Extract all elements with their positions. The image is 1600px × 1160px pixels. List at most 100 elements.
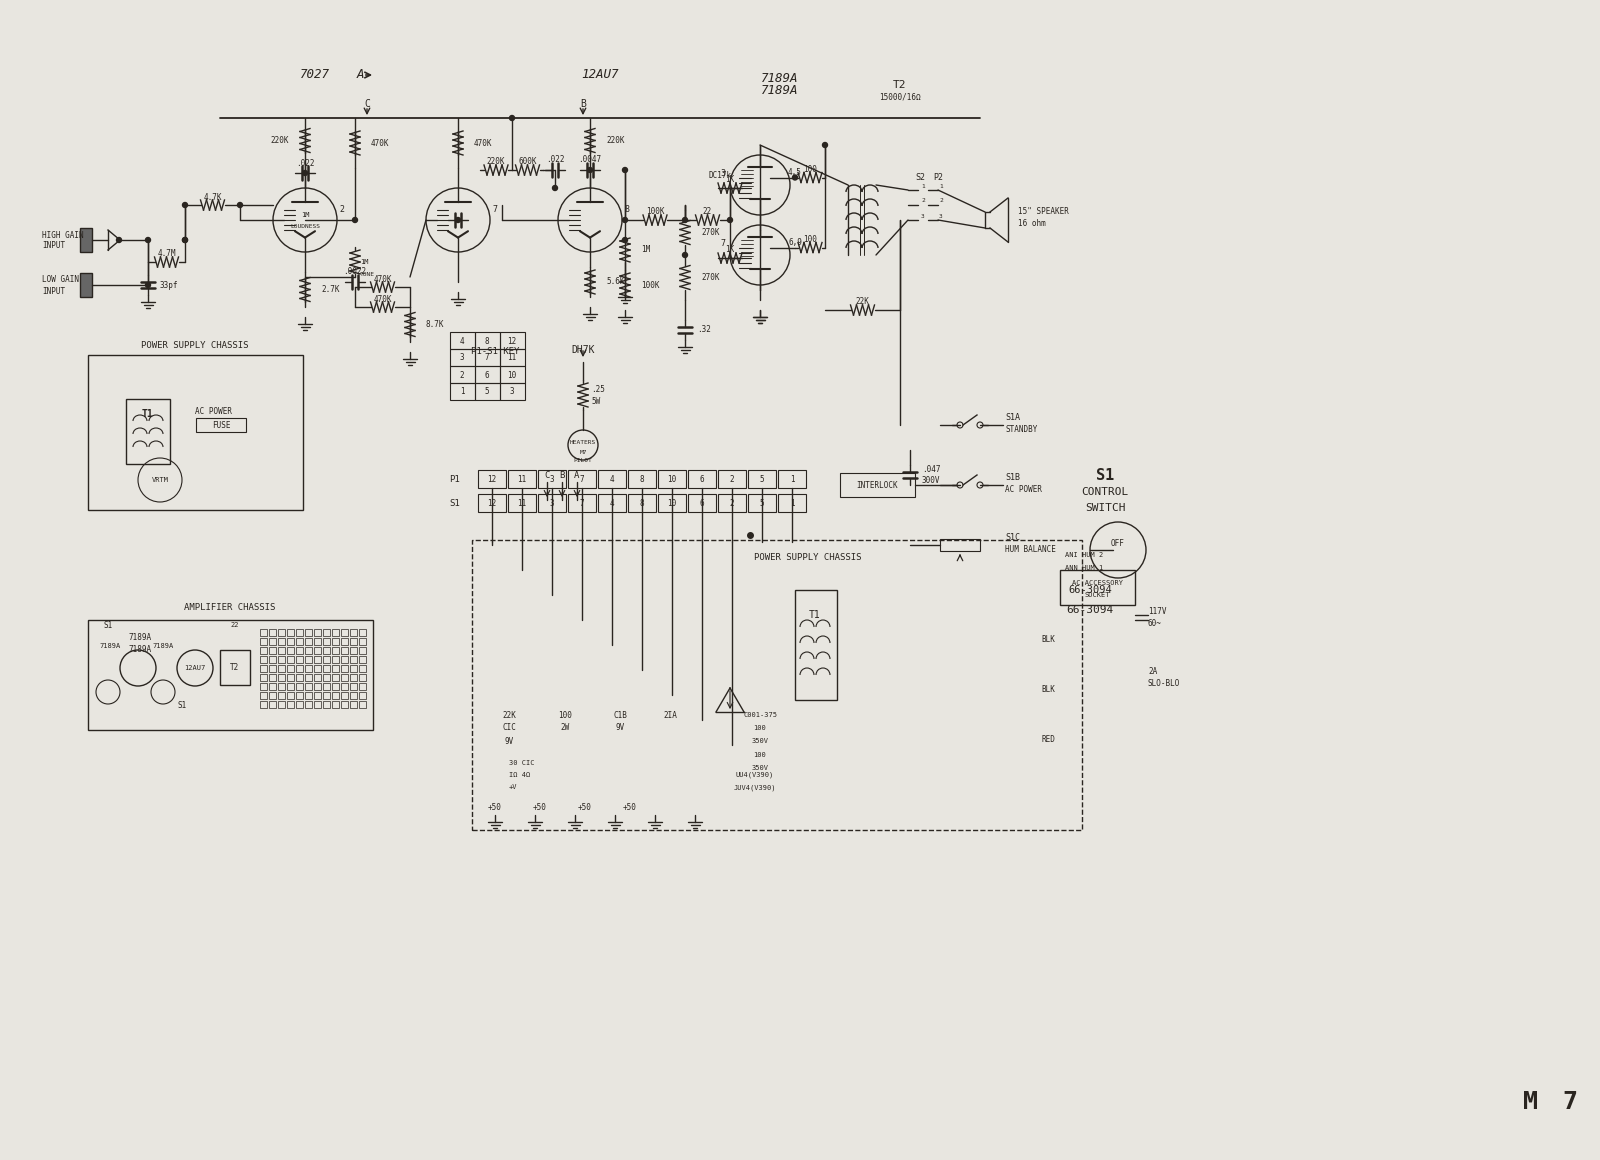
Text: .25: .25 (590, 385, 605, 394)
Bar (323, 693, 330, 699)
Bar (778, 494, 806, 512)
Text: 6: 6 (485, 370, 490, 379)
Bar (286, 683, 294, 690)
Text: POWER SUPPLY CHASSIS: POWER SUPPLY CHASSIS (754, 553, 861, 563)
Bar (358, 701, 366, 708)
Text: 6,9: 6,9 (789, 239, 802, 247)
Text: 4: 4 (610, 499, 614, 508)
Text: 270K: 270K (701, 273, 720, 282)
Text: 4,5: 4,5 (789, 168, 802, 177)
Text: S1: S1 (178, 701, 187, 710)
Text: +50: +50 (622, 804, 637, 812)
Text: RED: RED (1042, 735, 1054, 745)
Text: M: M (1523, 1090, 1538, 1114)
Text: 100: 100 (803, 235, 818, 244)
Bar (1059, 570, 1134, 606)
Text: S1C: S1C (1005, 532, 1021, 542)
Circle shape (552, 186, 557, 190)
Text: CONTROL: CONTROL (1082, 487, 1128, 496)
Text: SWITCH: SWITCH (1085, 503, 1125, 513)
Text: ANN HUM 1: ANN HUM 1 (1066, 565, 1104, 571)
Text: 9V: 9V (504, 737, 514, 746)
Bar (499, 349, 525, 367)
Bar (286, 638, 294, 645)
Bar (341, 657, 349, 664)
Text: 470K: 470K (373, 295, 392, 304)
Bar (358, 683, 366, 690)
Circle shape (302, 171, 307, 175)
Text: 470K: 470K (371, 138, 389, 147)
Bar (296, 665, 302, 672)
Circle shape (146, 238, 150, 242)
Bar (314, 638, 322, 645)
Bar (350, 629, 357, 636)
Bar (475, 332, 499, 349)
Bar (333, 693, 339, 699)
Text: 7189A: 7189A (128, 645, 152, 654)
Text: 100K: 100K (646, 208, 664, 217)
Bar (314, 693, 322, 699)
Text: 7189A: 7189A (762, 84, 798, 96)
Bar (269, 647, 277, 654)
Text: 117V: 117V (1149, 608, 1166, 616)
Bar (658, 494, 686, 512)
Bar (358, 674, 366, 681)
Text: 16 ohm: 16 ohm (1018, 219, 1046, 229)
Bar (333, 683, 339, 690)
Bar (478, 470, 506, 488)
Text: 10: 10 (507, 370, 517, 379)
Bar (269, 657, 277, 664)
Bar (333, 638, 339, 645)
Text: 7: 7 (493, 205, 498, 215)
Bar (314, 674, 322, 681)
Text: T2: T2 (230, 664, 240, 673)
Text: JUV4(V390): JUV4(V390) (734, 785, 776, 791)
Text: INTERLOCK: INTERLOCK (856, 480, 898, 490)
Text: DH7K: DH7K (571, 345, 595, 355)
Text: ANI HUM 2: ANI HUM 2 (1066, 552, 1104, 558)
Circle shape (622, 167, 627, 173)
Bar (350, 638, 357, 645)
Text: PILOT: PILOT (574, 458, 592, 464)
Circle shape (237, 203, 243, 208)
Bar (278, 693, 285, 699)
Bar (296, 693, 302, 699)
Bar (88, 619, 373, 730)
Bar (341, 629, 349, 636)
Bar (350, 693, 357, 699)
Text: 11: 11 (517, 499, 526, 508)
Bar (278, 701, 285, 708)
Bar (306, 665, 312, 672)
Text: C001-375: C001-375 (742, 712, 778, 718)
Bar (259, 647, 267, 654)
Text: P1-S1 KEY: P1-S1 KEY (470, 348, 518, 356)
Text: P1: P1 (450, 474, 461, 484)
Text: 7: 7 (1563, 1090, 1578, 1114)
Bar (350, 683, 357, 690)
Text: T1: T1 (810, 610, 821, 619)
Bar (296, 674, 302, 681)
Text: 4.7K: 4.7K (203, 193, 222, 202)
Bar (306, 693, 312, 699)
Text: 11: 11 (507, 354, 517, 362)
Text: 12AU7: 12AU7 (581, 68, 619, 81)
Text: 6: 6 (699, 499, 704, 508)
Text: 66-3094: 66-3094 (1069, 585, 1112, 595)
Bar (323, 647, 330, 654)
Text: A: A (574, 471, 579, 479)
Text: C1B: C1B (613, 710, 627, 719)
Bar (358, 647, 366, 654)
Bar (350, 701, 357, 708)
Text: 8: 8 (640, 499, 645, 508)
Text: 5: 5 (760, 474, 765, 484)
Text: 2: 2 (730, 474, 734, 484)
Bar (323, 665, 330, 672)
Text: 1: 1 (790, 499, 794, 508)
Bar (718, 494, 746, 512)
Bar (358, 629, 366, 636)
Bar (658, 470, 686, 488)
Circle shape (728, 218, 733, 223)
Text: T2: T2 (893, 80, 907, 90)
Text: 3: 3 (922, 213, 925, 218)
Text: 5: 5 (760, 499, 765, 508)
